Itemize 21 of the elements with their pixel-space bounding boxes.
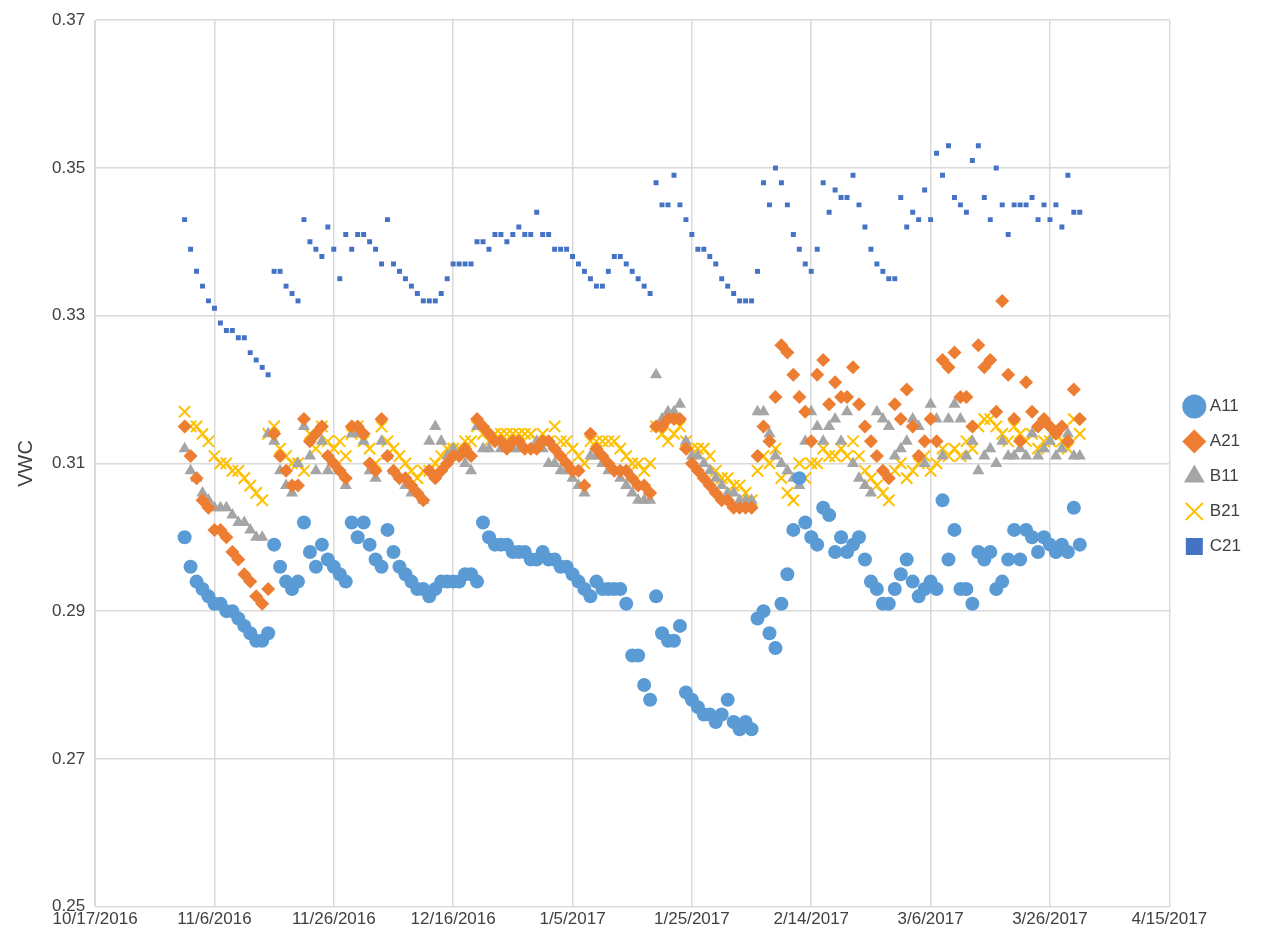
x-tick-label: 1/5/2017 [539, 909, 606, 929]
y-tick-label: 0.31 [51, 453, 86, 473]
legend-label: A11 [1209, 396, 1239, 416]
x-tick-label: 3/26/2017 [1012, 909, 1088, 929]
y-tick-label: 0.33 [51, 305, 86, 325]
x-tick-label: 11/6/2016 [177, 909, 252, 929]
legend-label: C21 [1209, 536, 1241, 556]
legend-label: B21 [1209, 501, 1241, 521]
x-tick-label: 4/15/2017 [1131, 909, 1208, 929]
y-tick-label: 0.37 [51, 9, 86, 29]
x-tick-label: 1/25/2017 [654, 909, 730, 929]
legend-label: A21 [1209, 431, 1241, 451]
y-axis-title: VWC [13, 440, 36, 487]
x-tick-label: 12/16/2016 [410, 909, 496, 929]
y-tick-label: 0.35 [51, 157, 86, 177]
x-tick-label: 3/6/2017 [897, 909, 964, 929]
x-tick-label: 11/26/2016 [291, 909, 376, 929]
x-tick-label: 2/14/2017 [773, 909, 850, 929]
legend-label: B11 [1209, 466, 1239, 486]
y-tick-label: 0.29 [51, 600, 86, 620]
y-tick-label: 0.27 [51, 748, 86, 768]
